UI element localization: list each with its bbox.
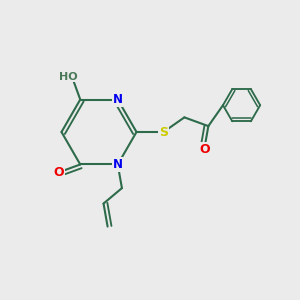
Text: HO: HO (59, 72, 77, 82)
Text: S: S (159, 125, 168, 139)
Text: O: O (200, 143, 210, 156)
Text: N: N (113, 93, 123, 106)
Text: N: N (113, 158, 123, 171)
Text: O: O (54, 166, 64, 179)
